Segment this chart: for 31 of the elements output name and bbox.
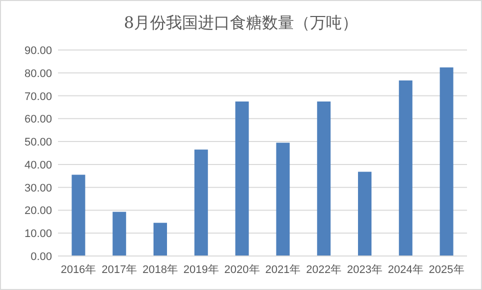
y-tick-label: 0.00 — [30, 251, 52, 263]
bar — [276, 142, 290, 256]
bar — [358, 172, 372, 256]
x-tick-label: 2024年 — [388, 264, 424, 276]
bar — [317, 102, 331, 256]
bar — [398, 80, 412, 256]
y-tick-label: 30.00 — [24, 182, 52, 194]
bar — [154, 222, 167, 256]
x-tick-label: 2025年 — [428, 264, 464, 276]
x-tick-label: 2022年 — [306, 264, 342, 276]
x-tick-label: 2019年 — [183, 264, 219, 276]
bar — [72, 174, 86, 256]
x-tick-label: 2016年 — [60, 264, 96, 276]
chart-title: 8月份我国进口食糖数量（万吨） — [124, 13, 358, 32]
y-tick-label: 70.00 — [24, 90, 52, 103]
bar — [440, 67, 454, 256]
bar — [194, 150, 208, 256]
y-tick-label: 20.00 — [24, 205, 52, 218]
y-tick-label: 60.00 — [24, 114, 52, 126]
bar — [112, 212, 126, 256]
x-tick-label: 2018年 — [142, 264, 178, 276]
y-tick-label: 40.00 — [24, 159, 52, 172]
x-tick-label: 2017年 — [102, 264, 138, 276]
y-tick-label: 90.00 — [24, 45, 52, 57]
x-tick-label: 2023年 — [347, 264, 382, 276]
y-tick-label: 10.00 — [24, 228, 52, 240]
bar — [235, 102, 249, 256]
y-tick-label: 50.00 — [24, 136, 52, 149]
y-tick-label: 80.00 — [24, 68, 52, 80]
x-tick-label: 2021年 — [265, 264, 301, 276]
x-tick-label: 2020年 — [224, 264, 260, 276]
